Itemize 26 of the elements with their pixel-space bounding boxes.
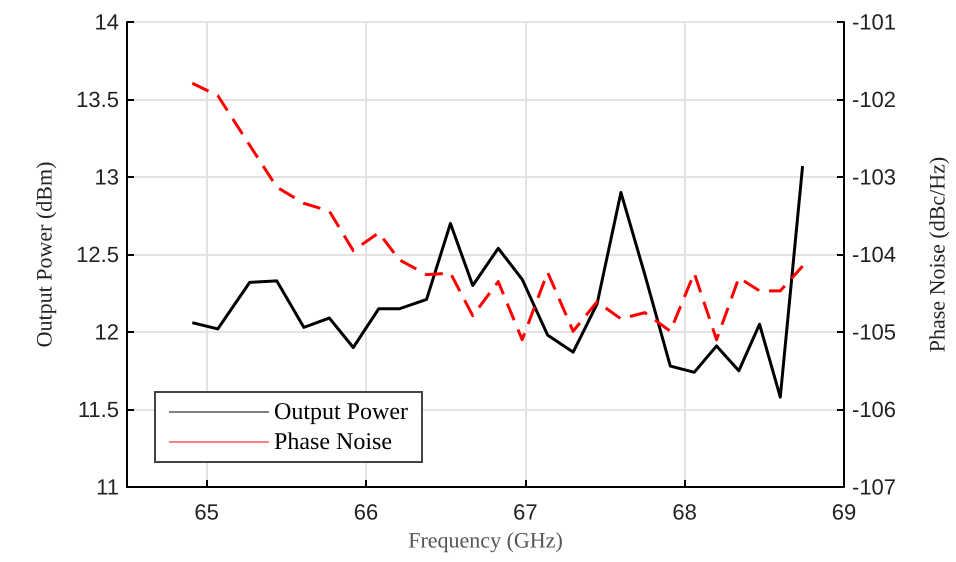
y-tick-label: 11 [96, 474, 119, 500]
legend-label: Output Power [274, 399, 408, 425]
y2-tick-label: -104 [852, 242, 896, 267]
y-tick-label: 14 [94, 10, 119, 34]
x-tick-label: 68 [672, 500, 697, 524]
line-series [190, 164, 804, 399]
y2-tick-label: -103 [852, 164, 896, 190]
y-axis-title: Output Power (dBm) [32, 162, 56, 348]
x-tick-label: 66 [354, 500, 378, 524]
legend-label: Phase Noise [274, 429, 392, 455]
y2-tick-label: -107 [852, 474, 896, 500]
y-tick-label: 11.5 [78, 397, 119, 422]
y-tick-label: 12 [94, 320, 119, 344]
x-tick-label: 65 [194, 500, 219, 524]
x-axis-title: Frequency (GHz) [408, 528, 563, 552]
y2-tick-label: -102 [852, 87, 896, 112]
x-tick-label: 69 [832, 500, 856, 524]
line-series [190, 82, 804, 342]
x-tick-label: 67 [513, 500, 538, 524]
y2-tick-label: -106 [852, 397, 896, 422]
y-tick-label: 13.5 [76, 87, 119, 112]
y2-tick-label: -101 [852, 10, 896, 34]
y2-tick-label: -105 [852, 320, 896, 344]
y2-axis-title: Phase Noise (dBc/Hz) [924, 156, 950, 352]
y-tick-label: 12.5 [76, 242, 119, 267]
y-tick-label: 13 [94, 164, 119, 190]
